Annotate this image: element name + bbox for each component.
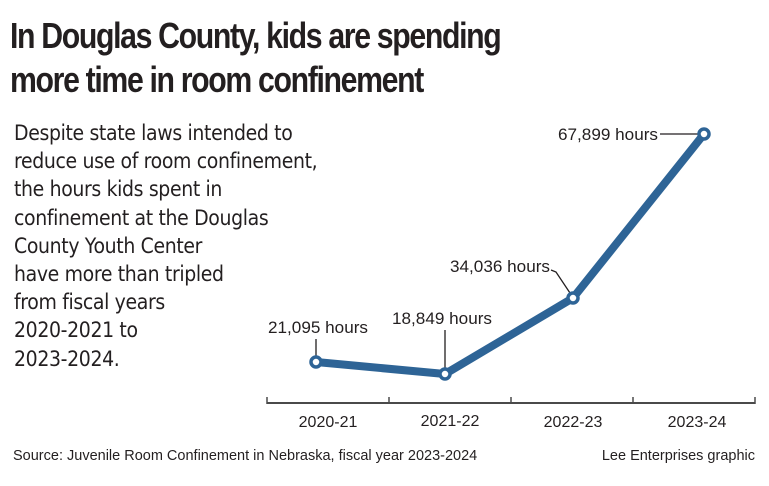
dek-line: the hours kids spent in: [14, 177, 223, 202]
x-tick-label: 2022-23: [544, 414, 603, 431]
chart-title: In Douglas County, kids are spending mor…: [10, 14, 648, 102]
data-labels: 21,095 hours 18,849 hours 34,036 hours 6…: [268, 125, 658, 337]
dek-line: have more than tripled: [14, 262, 224, 287]
x-tick-label: 2021-22: [421, 413, 480, 430]
dek-line: Despite state laws intended to: [14, 121, 293, 145]
data-markers: [309, 127, 711, 381]
data-label-2020-21: 21,095 hours: [268, 318, 368, 337]
title-line-2: more time in room confinement: [10, 59, 424, 100]
label-leaders: [315, 133, 698, 368]
data-label-2021-22: 18,849 hours: [392, 309, 492, 328]
source-note: Source: Juvenile Room Confinement in Neb…: [13, 448, 478, 464]
dek-line: confinement at the Douglas: [14, 205, 269, 230]
data-point-marker: [566, 291, 580, 305]
data-point-marker: [438, 367, 452, 381]
dek-line: from fiscal years: [14, 290, 165, 315]
dek-line: 2020-2021 to: [14, 318, 138, 343]
dek-line: 2023-2024.: [14, 346, 120, 371]
dek-line: reduce use of room confinement,: [14, 149, 318, 174]
data-line: [312, 130, 708, 378]
graphic-credit: Lee Enterprises graphic: [601, 448, 755, 464]
chart-description: Despite state laws intended to reduce us…: [14, 119, 318, 373]
x-axis: 2020-21 2021-22 2022-23 2023-24: [266, 397, 756, 431]
data-point-marker: [697, 127, 711, 141]
x-tick-label: 2020-21: [299, 414, 358, 431]
data-label-2022-23: 34,036 hours: [450, 257, 550, 276]
x-tick-label: 2023-24: [668, 414, 727, 431]
title-line-1: In Douglas County, kids are spending: [10, 15, 502, 56]
data-label-2023-24: 67,899 hours: [558, 125, 658, 144]
data-point-marker: [309, 355, 323, 369]
dek-line: County Youth Center: [14, 233, 203, 258]
